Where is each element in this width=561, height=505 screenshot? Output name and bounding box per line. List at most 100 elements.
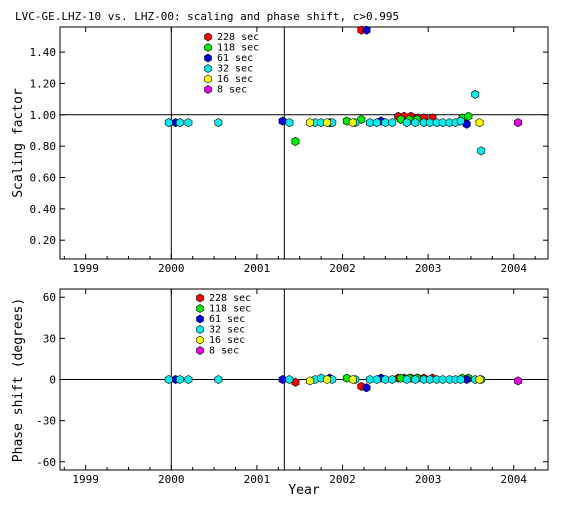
phase-x-tick-label: 2004	[501, 473, 528, 486]
phase-data-point	[514, 376, 522, 386]
scaling-data-point	[291, 136, 300, 146]
scaling-y-tick-label: 1.20	[30, 77, 57, 90]
scaling-plot-frame	[59, 26, 549, 260]
phase-data-point	[323, 374, 332, 385]
scaling-legend-label: 16 sec	[217, 74, 253, 85]
scaling-y-tick-label: 0.40	[30, 203, 57, 216]
phase-x-tick-label: 2003	[415, 473, 442, 486]
scaling-data-point	[365, 118, 374, 128]
phase-data-point	[388, 374, 397, 385]
scaling-legend-label: 228 sec	[217, 32, 259, 43]
scaling-legend-marker	[204, 85, 212, 94]
phase-shift-panel: Phase shift (degrees) Year 1999 2000 2001 2…	[11, 288, 549, 498]
scaling-factor-panel: Scaling factor 1999 2000 2001 2002 2003 2004 0…	[11, 25, 549, 275]
scaling-data-point	[475, 118, 484, 128]
phase-data-point	[365, 374, 374, 385]
phase-legend-label: 228 sec	[209, 293, 251, 304]
phase-data-point	[396, 373, 405, 383]
scaling-data-point	[464, 111, 473, 121]
phase-legend-label: 32 sec	[209, 325, 245, 336]
phase-data-point	[475, 374, 484, 385]
scaling-data-point	[514, 118, 522, 128]
scaling-x-tick-label: 2002	[329, 262, 356, 275]
phase-legend-label: 8 sec	[209, 346, 239, 357]
scaling-y-tick-label: 1.40	[30, 46, 57, 59]
scaling-data-point	[438, 118, 447, 128]
phase-data-point	[402, 374, 411, 385]
phase-data-point	[317, 373, 326, 383]
phase-data-point	[425, 374, 434, 385]
phase-y-tick-label: -30	[36, 415, 56, 428]
phase-data-point	[362, 383, 371, 393]
scaling-legend-label: 32 sec	[217, 64, 253, 75]
phase-data-point	[184, 374, 193, 385]
scaling-data-point	[471, 89, 480, 99]
scaling-y-axis-label: Scaling factor	[11, 88, 26, 198]
phase-legend-marker	[196, 293, 204, 303]
phase-data-point	[381, 374, 390, 385]
phase-series-8-sec	[514, 376, 522, 386]
scaling-y-tick-label: 1.00	[30, 109, 57, 122]
scaling-data-point	[214, 118, 223, 128]
phase-y-axis-label: Phase shift (degrees)	[11, 298, 26, 462]
scaling-data-point	[402, 118, 411, 128]
scaling-data-point	[396, 114, 405, 125]
scaling-data-point	[323, 118, 332, 128]
phase-legend-marker	[196, 346, 204, 355]
scaling-data-point	[362, 25, 371, 35]
phase-legend-marker	[196, 304, 204, 313]
scaling-series-228-sec	[357, 25, 437, 123]
phase-data-point	[372, 374, 381, 385]
phase-data-point	[278, 374, 287, 385]
scaling-x-tick-label: 2003	[415, 262, 442, 275]
phase-y-tick-label: 30	[43, 332, 56, 345]
phase-data-point	[164, 374, 173, 385]
scaling-data-point	[357, 114, 366, 125]
scaling-data-point	[278, 116, 287, 126]
phase-data-point	[175, 374, 184, 385]
scaling-x-tick-label: 2000	[158, 262, 185, 275]
scaling-legend-label: 118 sec	[217, 43, 259, 54]
scaling-data-point	[372, 118, 381, 128]
phase-x-tick-label: 2002	[329, 473, 356, 486]
scaling-y-tick-label: 0.20	[30, 234, 57, 247]
scaling-legend-marker	[204, 43, 212, 52]
scaling-data-point	[348, 118, 357, 128]
phase-data-point	[438, 374, 447, 385]
scaling-data-point	[456, 116, 465, 126]
scaling-legend-marker	[204, 74, 212, 84]
scaling-legend-marker	[204, 32, 212, 42]
phase-legend-label: 16 sec	[209, 335, 245, 346]
scaling-legend-marker	[204, 53, 212, 63]
scaling-data-point	[388, 118, 397, 128]
scaling-x-tick-label: 1999	[72, 262, 99, 275]
scaling-series-8-sec	[514, 118, 522, 128]
phase-legend-label: 118 sec	[209, 304, 251, 315]
phase-legend-marker	[196, 335, 204, 345]
phase-data-point	[214, 374, 223, 385]
scaling-series-16-sec	[306, 118, 484, 128]
phase-data-point	[348, 374, 357, 385]
phase-x-tick-label: 2000	[158, 473, 185, 486]
scaling-data-point	[381, 118, 390, 128]
phase-data-point	[306, 376, 314, 386]
phase-data-point	[456, 374, 465, 385]
scaling-data-point	[342, 116, 351, 126]
scaling-data-point	[306, 118, 314, 128]
scaling-legend-marker	[204, 64, 212, 73]
chart-title: LVC-GE.LHZ-10 vs. LHZ-00: scaling and ph…	[15, 10, 399, 23]
scaling-data-point	[411, 118, 420, 128]
phase-y-tick-label: -60	[36, 456, 56, 469]
phase-data-point	[342, 373, 351, 383]
scaling-data-point	[425, 118, 434, 128]
x-axis-label: Year	[288, 483, 319, 498]
scaling-series-32-sec	[164, 89, 486, 156]
phase-legend-marker	[196, 325, 204, 334]
scaling-y-tick-label: 0.60	[30, 171, 57, 184]
phase-legend-label: 61 sec	[209, 314, 245, 325]
phase-x-tick-label: 1999	[72, 473, 99, 486]
scaling-data-point	[477, 146, 486, 156]
